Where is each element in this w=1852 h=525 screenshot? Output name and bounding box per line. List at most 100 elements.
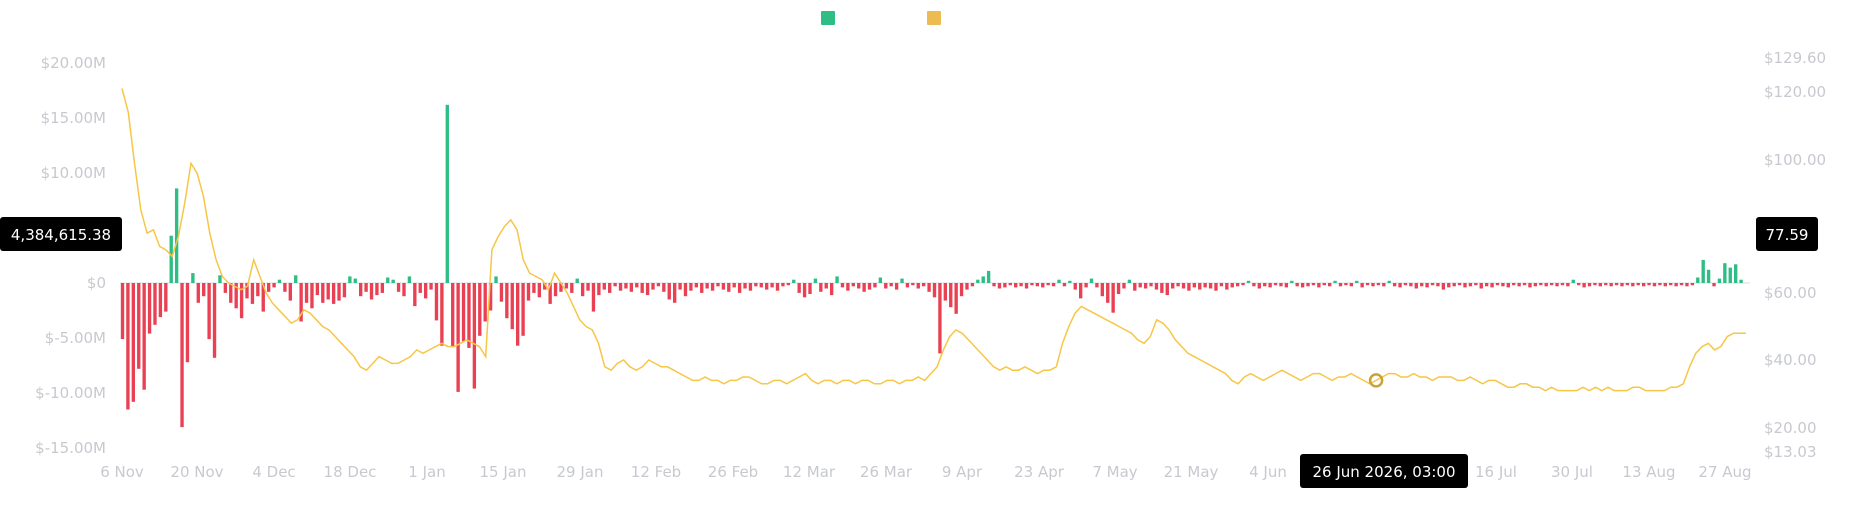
bar xyxy=(1116,283,1121,294)
bar xyxy=(1398,283,1402,288)
bar xyxy=(1452,283,1456,287)
bar xyxy=(1203,283,1207,288)
bar xyxy=(597,283,601,296)
bar xyxy=(1387,280,1391,283)
bar xyxy=(1609,283,1613,287)
bar xyxy=(147,283,152,334)
bar xyxy=(608,283,612,293)
bar xyxy=(1154,283,1159,290)
bar xyxy=(348,276,352,283)
bar xyxy=(1382,283,1386,287)
bar xyxy=(1225,283,1229,290)
x-tick-label: 21 May xyxy=(1164,463,1219,481)
bar xyxy=(1598,283,1603,287)
bar xyxy=(591,283,596,312)
bar xyxy=(878,277,883,283)
bar xyxy=(1035,283,1040,287)
bar xyxy=(1425,283,1429,288)
bar xyxy=(829,283,834,296)
bar xyxy=(986,270,991,283)
bar xyxy=(472,283,477,389)
bar xyxy=(959,283,964,297)
bar xyxy=(846,283,850,291)
bar xyxy=(667,283,671,300)
bar xyxy=(1355,280,1359,283)
bar xyxy=(1003,283,1007,288)
bar xyxy=(1165,283,1169,296)
bar xyxy=(1728,267,1732,283)
left-tick-label: $-5.00M xyxy=(45,329,106,347)
bar xyxy=(732,283,736,288)
bar xyxy=(678,283,682,290)
bar xyxy=(1484,283,1489,287)
bar xyxy=(1696,277,1700,283)
crosshair-right-value: 77.59 xyxy=(1766,226,1809,244)
bar xyxy=(1636,283,1640,286)
bar xyxy=(1679,283,1684,286)
bar xyxy=(543,283,547,290)
bar xyxy=(391,279,395,283)
bar xyxy=(126,283,130,410)
bar xyxy=(1430,283,1435,286)
bar xyxy=(943,283,948,301)
bar xyxy=(651,283,655,290)
bar xyxy=(191,273,195,283)
bar xyxy=(1685,283,1689,287)
bar xyxy=(635,283,639,288)
bar xyxy=(1208,283,1213,289)
bar xyxy=(1084,283,1088,288)
bar xyxy=(1300,283,1305,288)
bar xyxy=(1631,283,1635,287)
bar xyxy=(629,283,634,292)
right-tick-label: $13.03 xyxy=(1764,443,1817,461)
bar xyxy=(862,283,866,292)
bar xyxy=(202,283,206,297)
bar xyxy=(851,283,855,287)
bar xyxy=(705,283,709,289)
bar xyxy=(1549,283,1554,286)
bar xyxy=(754,283,758,287)
bar xyxy=(564,283,569,289)
x-tick-label: 26 Mar xyxy=(860,463,913,481)
bar xyxy=(949,283,953,308)
legend-swatch-bars[interactable] xyxy=(821,11,835,25)
bar xyxy=(1517,283,1521,287)
bar xyxy=(153,283,157,325)
bar xyxy=(981,276,985,283)
bar xyxy=(342,283,347,298)
bar xyxy=(1273,283,1278,286)
bar xyxy=(315,283,320,296)
bar xyxy=(1051,283,1056,287)
bar xyxy=(1641,283,1646,287)
bar xyxy=(884,283,888,289)
bar xyxy=(867,283,872,290)
bar xyxy=(710,283,715,291)
bar xyxy=(873,283,877,288)
bar xyxy=(618,283,623,291)
bar xyxy=(645,283,650,296)
bar xyxy=(1057,279,1061,283)
x-tick-label: 4 Dec xyxy=(252,463,295,481)
bar xyxy=(1122,283,1126,289)
bar xyxy=(250,283,255,304)
bar xyxy=(277,279,282,283)
bar xyxy=(570,283,574,293)
bar xyxy=(331,283,336,304)
bar xyxy=(1235,283,1240,287)
bar xyxy=(662,283,666,292)
bar xyxy=(1614,283,1619,286)
bar xyxy=(434,283,439,321)
bar xyxy=(515,283,520,346)
bar xyxy=(900,278,904,283)
bar xyxy=(976,279,980,283)
bar xyxy=(1701,259,1705,283)
bar xyxy=(613,283,617,287)
bar xyxy=(223,283,228,293)
bar xyxy=(1571,279,1575,283)
bar xyxy=(1620,283,1624,287)
legend-swatch-line[interactable] xyxy=(927,11,941,25)
bar xyxy=(1733,264,1738,283)
left-tick-label: $-15.00M xyxy=(35,439,106,457)
bar xyxy=(1143,283,1148,289)
